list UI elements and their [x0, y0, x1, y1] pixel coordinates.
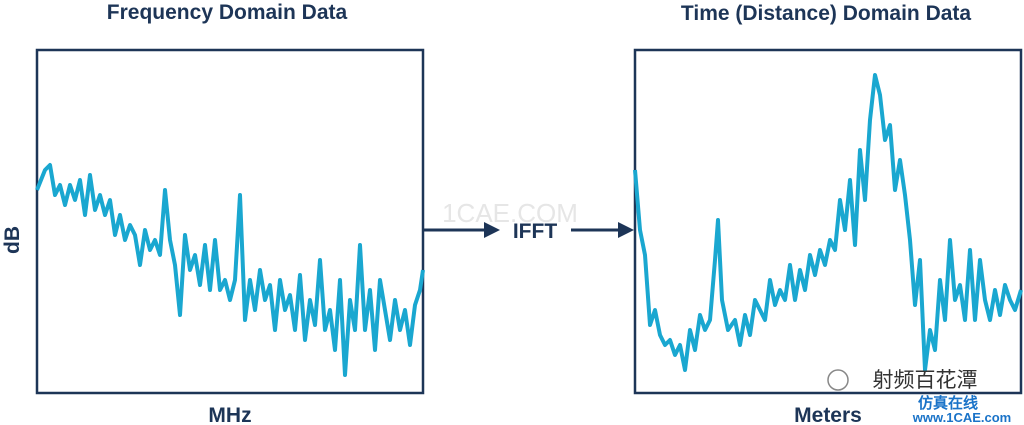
- watermark: 射频百花潭: [873, 369, 978, 392]
- left-x-label: MHz: [208, 404, 251, 425]
- right-frame: [633, 48, 1023, 395]
- arrow-head: [618, 222, 634, 238]
- right-x-label: Meters: [794, 404, 862, 425]
- y-axis-label: dB: [1, 226, 24, 254]
- left-title: Frequency Domain Data: [107, 1, 348, 24]
- watermark: www.1CAE.com: [912, 410, 1011, 425]
- left-frame: [35, 48, 425, 395]
- arrow-head: [484, 222, 500, 238]
- watermark: 仿真在线: [918, 394, 978, 412]
- arrow-label: IFFT: [513, 220, 557, 243]
- wechat-icon: [827, 369, 849, 391]
- time-trace: [633, 73, 1023, 372]
- watermark: 1CAE.COM: [442, 198, 578, 228]
- frequency-trace: [35, 163, 425, 377]
- right-title: Time (Distance) Domain Data: [681, 2, 972, 25]
